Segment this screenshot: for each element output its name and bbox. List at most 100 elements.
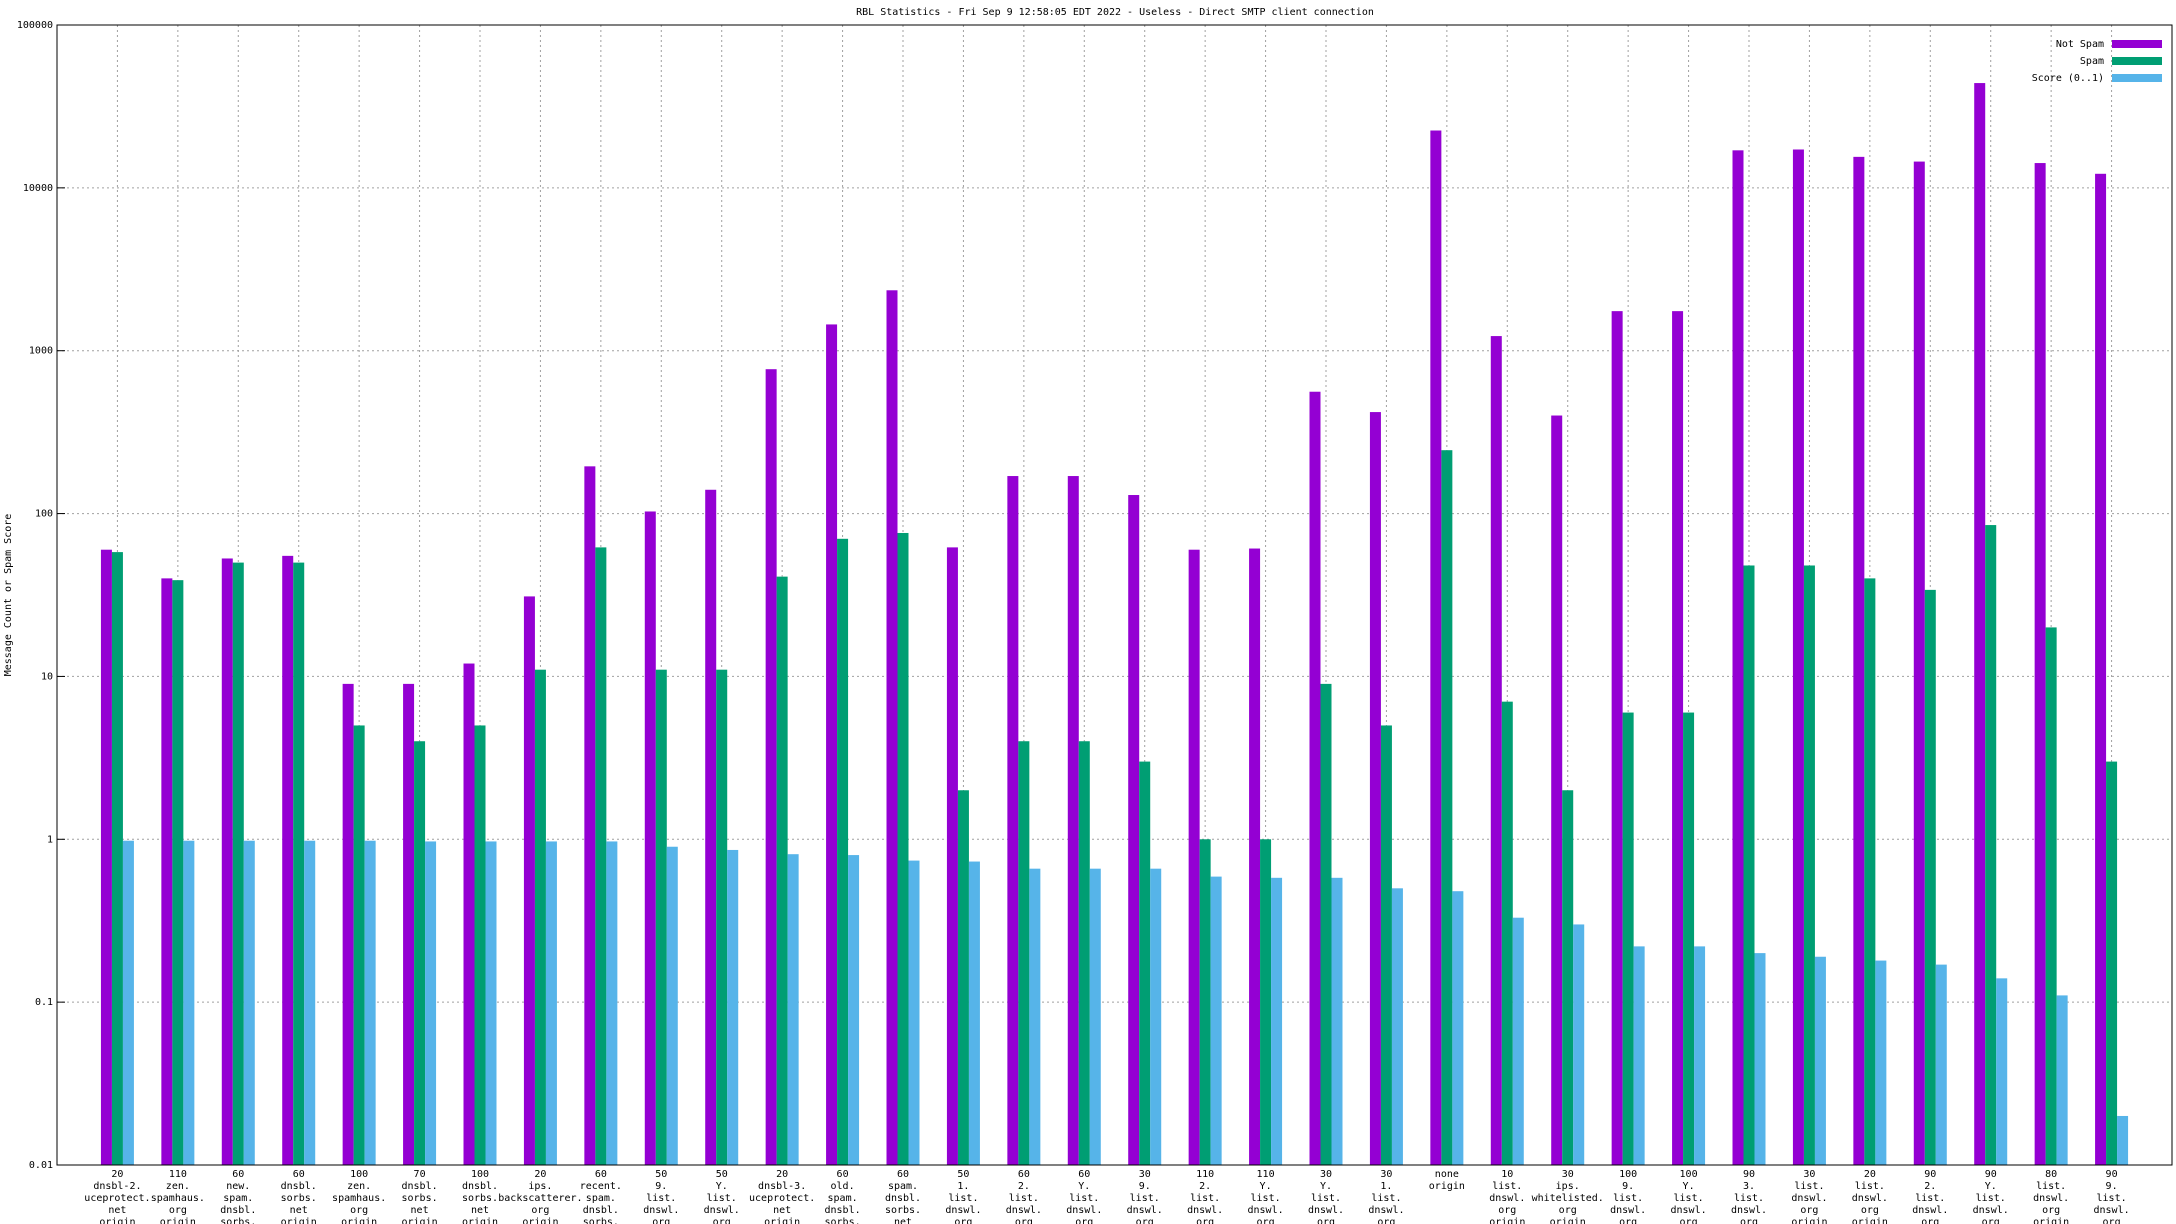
bar — [1622, 712, 1634, 1165]
bar — [1743, 565, 1755, 1165]
x-tick-label: dnswl. — [643, 1205, 679, 1216]
bar — [1188, 549, 1200, 1165]
x-tick-label: org — [2103, 1217, 2121, 1224]
x-tick-label: origin — [522, 1217, 558, 1224]
x-tick-label: org — [2042, 1205, 2060, 1216]
x-tick-label: 9. — [1139, 1181, 1151, 1192]
bar — [765, 369, 777, 1165]
bar — [1078, 741, 1090, 1165]
bar — [1210, 876, 1222, 1165]
x-tick-label: Y. — [1260, 1181, 1272, 1192]
bar — [1128, 495, 1140, 1165]
x-tick-label: Y. — [1683, 1181, 1695, 1192]
x-tick-label: 9. — [2106, 1181, 2118, 1192]
bar — [897, 532, 909, 1165]
bar — [968, 861, 980, 1165]
x-tick-label: net — [773, 1205, 791, 1216]
y-tick-label: 10 — [41, 671, 53, 682]
bar — [1611, 311, 1623, 1165]
x-tick-label: spam. — [586, 1193, 616, 1204]
x-tick-label: list. — [1613, 1193, 1643, 1204]
bar — [826, 324, 838, 1166]
x-tick-label: ips. — [528, 1181, 552, 1192]
bar — [122, 840, 134, 1165]
bar — [1864, 578, 1876, 1165]
x-tick-label: 30 — [1562, 1169, 1574, 1180]
bar — [183, 840, 195, 1165]
x-tick-label: origin — [1791, 1217, 1827, 1224]
x-tick-label: list. — [1251, 1193, 1281, 1204]
x-tick-label: 20 — [776, 1169, 788, 1180]
bar — [1430, 130, 1442, 1165]
x-tick-label: dnswl. — [2094, 1205, 2130, 1216]
x-tick-label: list. — [1492, 1181, 1522, 1192]
x-tick-label: backscatterer. — [498, 1193, 582, 1204]
bar — [1754, 953, 1766, 1165]
x-tick-label: list. — [1734, 1193, 1764, 1204]
bar — [364, 840, 376, 1165]
y-tick-label: 100000 — [17, 20, 53, 31]
x-tick-label: origin — [1550, 1217, 1586, 1224]
x-tick-label: org — [1921, 1217, 1939, 1224]
x-tick-label: 60 — [897, 1169, 909, 1180]
x-tick-label: 100 — [1680, 1169, 1698, 1180]
bar — [705, 489, 717, 1165]
x-tick-label: dnsbl. — [583, 1205, 619, 1216]
bar — [172, 580, 184, 1165]
x-tick-label: sorbs. — [825, 1217, 861, 1224]
bar — [908, 860, 920, 1165]
x-tick-label: new. — [226, 1181, 250, 1192]
y-tick-label: 1 — [47, 834, 53, 845]
bar — [886, 290, 898, 1166]
x-tick-label: 60 — [1018, 1169, 1030, 1180]
bar — [1249, 548, 1261, 1165]
bar — [111, 552, 123, 1165]
x-tick-label: org — [954, 1217, 972, 1224]
y-tick-label: 100 — [35, 509, 53, 520]
bar — [1501, 701, 1513, 1165]
bar — [787, 854, 799, 1165]
bar — [474, 725, 486, 1165]
bar — [1803, 565, 1815, 1165]
x-tick-label: 100 — [1619, 1169, 1637, 1180]
x-tick-label: dnswl. — [1248, 1205, 1284, 1216]
x-tick-label: net — [894, 1217, 912, 1224]
x-tick-label: dnswl. — [704, 1205, 740, 1216]
x-tick-label: origin — [281, 1217, 317, 1224]
x-tick-label: list. — [1794, 1181, 1824, 1192]
x-tick-label: dnsbl-2. — [93, 1181, 141, 1192]
x-tick-label: org — [350, 1205, 368, 1216]
x-tick-label: origin — [1429, 1181, 1465, 1192]
x-tick-label: dnswl. — [1187, 1205, 1223, 1216]
x-tick-label: list. — [646, 1193, 676, 1204]
bar — [1562, 790, 1574, 1165]
x-tick-label: origin — [764, 1217, 800, 1224]
x-tick-label: sorbs. — [281, 1193, 317, 1204]
bar — [1853, 156, 1865, 1166]
bar — [221, 558, 233, 1165]
x-tick-label: 30 — [1803, 1169, 1815, 1180]
x-tick-label: 1. — [1380, 1181, 1392, 1192]
x-tick-label: dnswl. — [1731, 1205, 1767, 1216]
bar — [232, 562, 244, 1165]
bar — [100, 549, 112, 1165]
x-tick-label: sorbs. — [462, 1193, 498, 1204]
bar — [655, 669, 667, 1165]
bar — [1309, 391, 1321, 1166]
x-tick-label: 60 — [837, 1169, 849, 1180]
x-tick-label: dnswl. — [1671, 1205, 1707, 1216]
x-tick-label: list. — [1311, 1193, 1341, 1204]
legend-swatch — [2112, 74, 2162, 82]
x-tick-label: list. — [1190, 1193, 1220, 1204]
x-tick-label: uceprotect. — [84, 1193, 150, 1204]
x-tick-label: 60 — [293, 1169, 305, 1180]
bar — [2117, 1115, 2129, 1165]
x-tick-label: net — [108, 1205, 126, 1216]
bar — [2045, 627, 2057, 1165]
x-tick-label: 60 — [1078, 1169, 1090, 1180]
x-tick-label: list. — [1009, 1193, 1039, 1204]
bar — [282, 555, 294, 1165]
x-tick-label: dnsbl-3. — [758, 1181, 806, 1192]
bar — [1018, 741, 1030, 1165]
bar — [1199, 839, 1211, 1165]
